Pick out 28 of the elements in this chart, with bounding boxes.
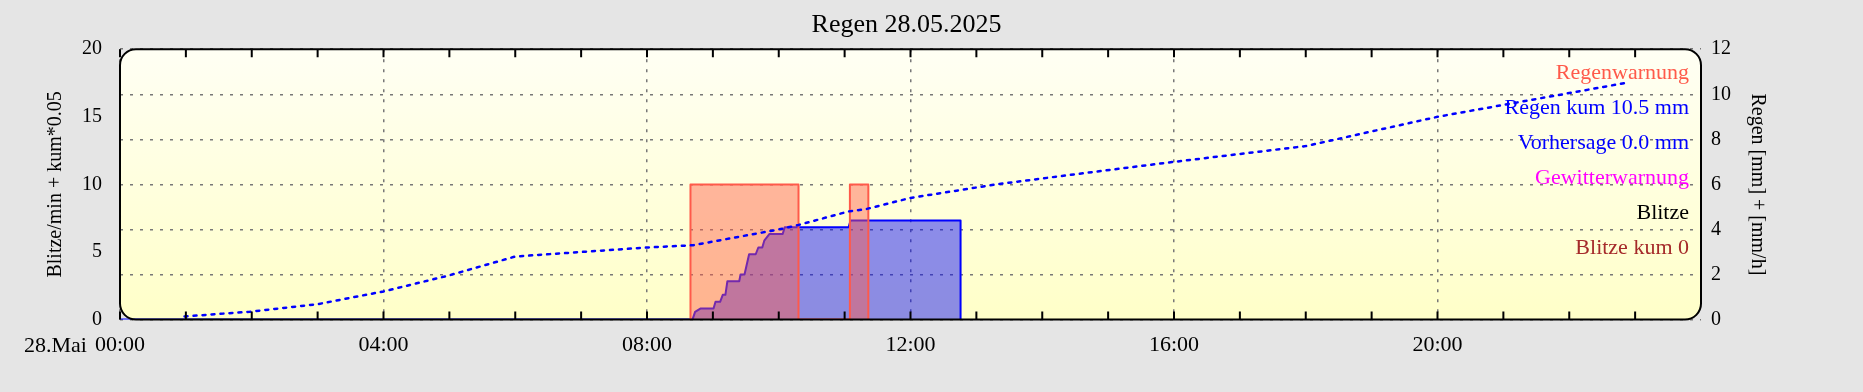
y-tick-label: 0	[92, 306, 102, 329]
x-tick-label: 12:00	[885, 330, 936, 356]
y2-tick-label: 6	[1711, 171, 1721, 194]
x-tick-label: 00:00	[94, 330, 146, 356]
y2-tick-label: 4	[1711, 216, 1721, 239]
series-label: Regen kum 10.5 mm	[1504, 93, 1689, 119]
y2-tick-label: 12	[1711, 36, 1731, 59]
text: Regenwarnung	[1555, 58, 1689, 84]
legend-label: Blitze kum 0	[1575, 233, 1689, 259]
y-tick-label: 10	[82, 171, 102, 194]
x-tick-label: 16:00	[1148, 330, 1200, 356]
x-tick-label: 20:00	[1412, 330, 1463, 356]
y-tick-label: 5	[92, 239, 102, 262]
legend-label: Gewitterwarnung	[1535, 163, 1689, 189]
y2-tick-label: 0	[1711, 306, 1721, 329]
y2-tick-label: 2	[1711, 261, 1721, 284]
legend-label: Vorhersage 0.0 mm	[1517, 128, 1689, 154]
y2-axis-title: Regen [mm] + [mm/h]	[1746, 93, 1770, 276]
legend-label: Blitze	[1636, 198, 1689, 224]
x-tick-label: 04:00	[358, 330, 409, 356]
y-axis-title: Blitze/min + kum*0.05	[43, 91, 66, 278]
y-tick-label: 15	[82, 104, 102, 127]
y-tick-label: 20	[82, 36, 102, 59]
chart-title: Regen 28.05.2025	[811, 9, 1002, 39]
text: 28.Mai	[24, 332, 87, 358]
y2-tick-label: 8	[1711, 126, 1721, 149]
y2-tick-label: 10	[1711, 81, 1731, 104]
x-tick-label: 08:00	[621, 330, 673, 356]
